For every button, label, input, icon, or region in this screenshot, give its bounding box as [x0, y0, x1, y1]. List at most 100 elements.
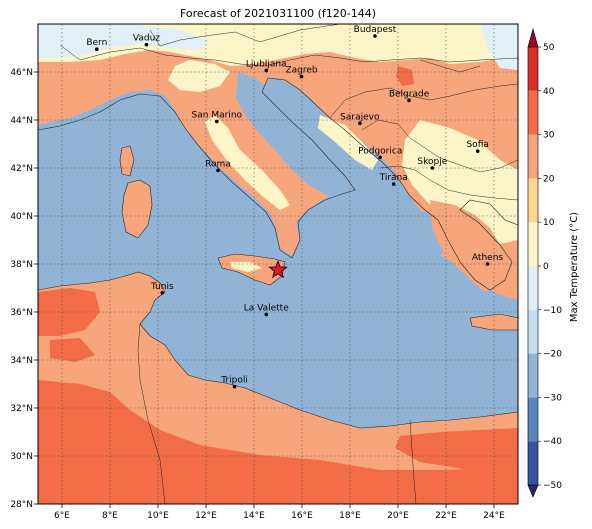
colorbar-segment: [528, 90, 538, 135]
city-dot-icon: [378, 155, 383, 160]
colorbar-segment: [528, 134, 538, 179]
colorbar-segment: [528, 309, 538, 354]
city-label: Sofia: [466, 140, 488, 150]
colorbar-segment: [528, 222, 538, 266]
city-dot-icon: [215, 119, 219, 124]
colorbar-tick-label: 30: [543, 131, 555, 141]
colorbar-min-extension: [527, 484, 539, 498]
lon-tick-label: 20°E: [387, 511, 409, 521]
greece-land: [430, 200, 510, 292]
colorbar-segment: [528, 47, 538, 91]
city-label: Belgrade: [389, 89, 430, 99]
cool-zone-alps: [38, 24, 210, 58]
grid-lines: [38, 24, 518, 505]
colorbar-tick-label: 50: [543, 43, 555, 53]
colorbar-label: Max Temperature (°C): [569, 212, 580, 322]
city-label: Tirana: [379, 173, 408, 183]
city-label: Sarajevo: [340, 112, 380, 122]
sardinia-land: [122, 180, 152, 238]
city-dot-icon: [485, 262, 490, 266]
city-dot-icon: [232, 384, 237, 389]
city-dot-icon: [430, 166, 435, 170]
city-dot-icon: [95, 47, 99, 51]
city-label: Zagreb: [285, 66, 317, 76]
city-label: Tripoli: [220, 376, 248, 386]
city-label: Ljubljana: [246, 60, 287, 70]
colorbar-segment: [528, 353, 538, 398]
colorbar-segment: [528, 441, 538, 485]
hot-zone-libya: [395, 428, 518, 470]
colorbar-tick-label: 20: [543, 174, 555, 184]
city-label: La Valette: [244, 303, 289, 313]
lon-tick-label: 16°E: [291, 511, 313, 521]
lon-tick-label: 10°E: [147, 511, 169, 521]
corsica-land: [120, 146, 134, 176]
lon-tick-label: 12°E: [195, 511, 217, 521]
city-label: Skopje: [417, 157, 447, 167]
city-dot-icon: [391, 182, 396, 186]
lat-tick-label: 28°N: [10, 500, 33, 510]
colorbar: 50 40 30 20 10 0 −10 −20 −30 −40 −50: [527, 27, 562, 498]
city-dot-icon: [264, 312, 269, 317]
colorbar-tick-label: −50: [543, 481, 562, 491]
colorbar-tick-label: 10: [543, 218, 555, 228]
hot-zone-tunisia: [50, 338, 95, 362]
colorbar-segment: [528, 178, 538, 223]
lat-tick-label: 40°N: [10, 212, 33, 222]
city-label: Podgorica: [358, 146, 402, 156]
lat-tick-label: 46°N: [10, 68, 33, 78]
city-dot-icon: [144, 42, 149, 47]
colorbar-tick-label: −10: [543, 306, 562, 316]
adriatic-sea: [236, 72, 360, 196]
lon-tick-label: 24°E: [483, 511, 505, 521]
city-label: Tunis: [150, 282, 174, 292]
city-dot-icon: [299, 74, 304, 79]
lat-tick-label: 30°N: [10, 452, 33, 462]
lon-tick-label: 8°E: [102, 511, 118, 521]
colorbar-tick-label: −20: [543, 350, 562, 360]
city-dot-icon: [160, 291, 165, 295]
lat-tick-label: 32°N: [10, 404, 33, 414]
lat-tick-label: 38°N: [10, 260, 33, 270]
city-dot-icon: [407, 98, 411, 103]
coastlines: [38, 24, 518, 504]
hot-spot-serbia: [396, 66, 414, 86]
mild-zone-apennines: [205, 115, 290, 210]
colorbar-tick-label: −30: [543, 393, 562, 403]
lat-tick-label: 34°N: [10, 356, 33, 366]
forecast-location-star-icon: [268, 259, 288, 279]
city-label: Budapest: [354, 25, 397, 35]
lat-tick-label: 44°N: [10, 116, 33, 126]
city-label: Bern: [86, 38, 107, 48]
colorbar-segment: [528, 266, 538, 310]
colorbar-tick-label: 0: [543, 262, 549, 272]
colorbar-max-extension: [527, 27, 539, 48]
colorbar-segment: [528, 397, 538, 442]
longitude-ticks: 6°E 8°E 10°E 12°E 14°E 16°E 18°E 20°E 22°E 24°E: [54, 504, 505, 521]
hot-zone-west: [38, 288, 100, 336]
mild-zone-dinaric: [318, 115, 378, 170]
latitude-ticks: 28°N 30°N 32°N 34°N 36°N 38°N 40°N 42°N 44°N 46°N: [10, 68, 38, 510]
city-dot-icon: [475, 149, 480, 153]
city-label: Athens: [472, 253, 503, 263]
lat-tick-label: 42°N: [10, 164, 33, 174]
mild-zone-balkans: [402, 120, 518, 245]
map-title: Forecast of 2021031100 (f120-144): [179, 7, 377, 20]
mild-zone-italy-north: [168, 60, 230, 92]
colorbar-tick-label: −40: [543, 437, 562, 447]
city-label: San Marino: [192, 110, 243, 120]
city-dot-icon: [264, 68, 269, 73]
lon-tick-label: 6°E: [54, 511, 70, 521]
lat-tick-label: 36°N: [10, 308, 33, 318]
crete-land: [470, 314, 518, 330]
colorbar-tick-label: 40: [543, 87, 555, 97]
city-label: Vaduz: [133, 34, 160, 44]
lon-tick-label: 14°E: [243, 511, 265, 521]
city-dot-icon: [216, 168, 220, 173]
lon-tick-label: 22°E: [435, 511, 457, 521]
city-label: Roma: [205, 159, 231, 169]
city-dot-icon: [358, 121, 362, 126]
lon-tick-label: 18°E: [339, 511, 361, 521]
